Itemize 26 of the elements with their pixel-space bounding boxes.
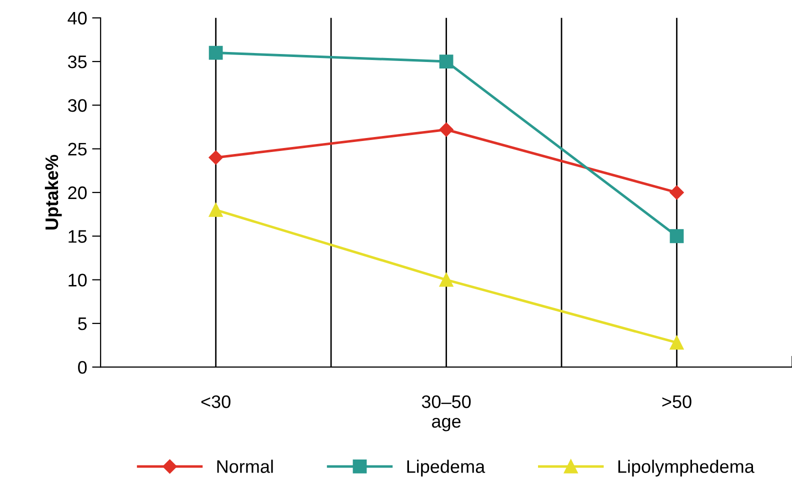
y-axis-title: Uptake% [44,154,62,230]
x-tick-label: <30 [201,395,230,408]
y-tick-label: 0 [78,361,87,374]
point [208,202,223,217]
point [208,150,223,165]
x-tick-label: 30–50 [422,395,471,408]
y-tick-label: 10 [68,274,87,286]
legend-label: Lipedema [407,460,486,477]
y-tick-label: 40 [68,12,87,25]
y-tick-label: 5 [78,318,87,330]
y-tick-label: 25 [68,142,87,156]
point [670,336,684,350]
legend-label: Normal [217,460,273,473]
y-tick-label: 20 [68,186,87,200]
point [439,54,454,68]
point [208,46,223,60]
legend-label: Lipolymphedema [618,460,754,477]
point [439,122,454,137]
point [670,229,684,244]
point [439,272,454,287]
x-tick-label: >50 [662,395,692,408]
x-axis-title: age [432,418,461,432]
y-tick-label: 30 [68,99,87,112]
y-tick-label: 35 [68,55,87,68]
y-tick-label: 15 [68,230,87,243]
point [670,185,684,200]
